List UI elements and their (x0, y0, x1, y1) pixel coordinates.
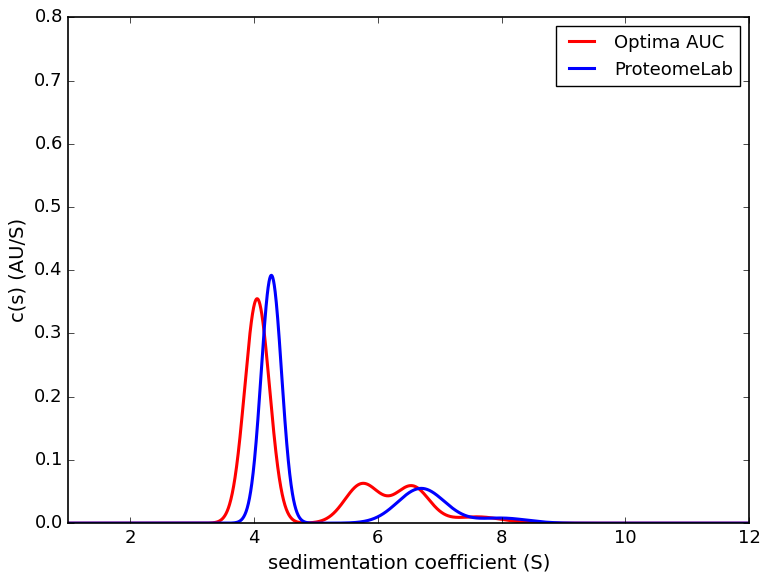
Line: ProteomeLab: ProteomeLab (68, 275, 749, 523)
ProteomeLab (744, 519, 754, 526)
Optima AUC (325, 513, 335, 520)
Optima AUC (253, 295, 262, 302)
Line: Optima AUC: Optima AUC (68, 299, 749, 523)
Optima AUC (658, 519, 667, 526)
ProteomeLab (141, 519, 151, 526)
Y-axis label: c(s) (AU/S): c(s) (AU/S) (8, 218, 28, 322)
Optima AUC (181, 519, 191, 526)
ProteomeLab (267, 272, 276, 279)
Legend: Optima AUC, ProteomeLab: Optima AUC, ProteomeLab (556, 26, 741, 86)
Optima AUC (64, 519, 73, 526)
X-axis label: sedimentation coefficient (S): sedimentation coefficient (S) (268, 554, 550, 573)
ProteomeLab (325, 519, 335, 526)
ProteomeLab (731, 519, 741, 526)
ProteomeLab (181, 519, 191, 526)
ProteomeLab (355, 519, 364, 526)
Optima AUC (141, 519, 151, 526)
Optima AUC (731, 519, 741, 526)
ProteomeLab (64, 519, 73, 526)
Optima AUC (355, 480, 364, 487)
ProteomeLab (658, 519, 667, 526)
Optima AUC (744, 519, 754, 526)
